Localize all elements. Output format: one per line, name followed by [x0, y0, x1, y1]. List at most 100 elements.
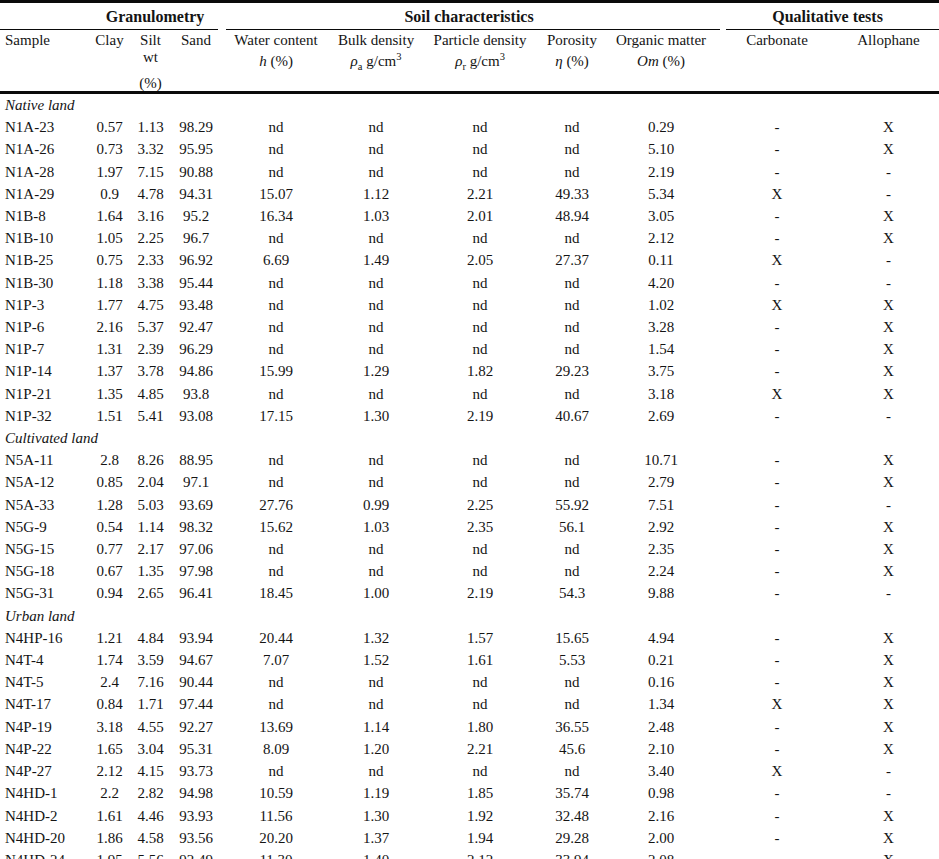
- value-cell: X: [838, 449, 939, 471]
- value-cell: 1.29: [330, 360, 422, 382]
- sample-id-cell: N5A-11: [0, 449, 88, 471]
- value-cell: 1.32: [330, 627, 422, 649]
- value-cell: 2.19: [422, 582, 538, 604]
- sample-id-cell: N4T-4: [0, 649, 88, 671]
- sample-id-cell: N1B-25: [0, 249, 88, 271]
- value-cell: 95.31: [170, 738, 222, 760]
- value-cell: nd: [222, 138, 330, 160]
- value-cell: 93.8: [170, 383, 222, 405]
- table-row: N4T-52.47.1690.44ndndndnd0.16-X: [0, 671, 939, 693]
- table-row: N5G-310.942.6596.4118.451.002.1954.39.88…: [0, 582, 939, 604]
- table-row: N1P-62.165.3792.47ndndndnd3.28-X: [0, 316, 939, 338]
- table-row: N1A-260.733.3295.95ndndndnd5.10-X: [0, 138, 939, 160]
- value-cell: 1.71: [131, 693, 170, 715]
- value-cell: 4.84: [131, 627, 170, 649]
- value-cell: -: [716, 849, 838, 859]
- value-cell: 1.85: [422, 782, 538, 804]
- value-cell: 29.28: [538, 827, 606, 849]
- value-cell: -: [716, 316, 838, 338]
- value-cell: -: [716, 494, 838, 516]
- value-cell: 2.82: [131, 782, 170, 804]
- value-cell: X: [838, 360, 939, 382]
- value-cell: 3.78: [131, 360, 170, 382]
- col-label: Clay: [88, 32, 131, 49]
- value-cell: 2.12: [88, 760, 131, 782]
- value-cell: 1.80: [422, 716, 538, 738]
- value-cell: 95.2: [170, 205, 222, 227]
- value-cell: nd: [422, 116, 538, 138]
- value-cell: 1.03: [330, 205, 422, 227]
- value-cell: 3.75: [606, 360, 716, 382]
- value-cell: nd: [330, 138, 422, 160]
- value-cell: nd: [222, 760, 330, 782]
- value-cell: nd: [330, 272, 422, 294]
- value-cell: nd: [422, 294, 538, 316]
- table-body: Native landN1A-230.571.1398.29ndndndnd0.…: [0, 93, 939, 859]
- table-row: N4HD-201.864.5893.5620.201.371.9429.282.…: [0, 827, 939, 849]
- value-cell: 4.55: [131, 716, 170, 738]
- col-header-organic-matter: Organic matter Om (%): [606, 30, 716, 93]
- value-cell: 13.69: [222, 716, 330, 738]
- value-cell: nd: [538, 138, 606, 160]
- value-cell: X: [838, 849, 939, 859]
- granulometry-rule: [0, 29, 218, 30]
- value-cell: 2.25: [422, 494, 538, 516]
- sample-id-cell: N1A-29: [0, 183, 88, 205]
- value-cell: 2.10: [606, 738, 716, 760]
- value-cell: nd: [330, 294, 422, 316]
- value-cell: nd: [422, 138, 538, 160]
- sample-id-cell: N1P-3: [0, 294, 88, 316]
- col-label: Carbonate: [716, 32, 838, 49]
- value-cell: 0.75: [88, 249, 131, 271]
- sample-id-cell: N5G-15: [0, 538, 88, 560]
- value-cell: 9.88: [606, 582, 716, 604]
- value-cell: 96.92: [170, 249, 222, 271]
- value-cell: nd: [538, 560, 606, 582]
- value-cell: 93.08: [170, 405, 222, 427]
- value-cell: X: [838, 805, 939, 827]
- value-cell: 0.84: [88, 693, 131, 715]
- value-cell: nd: [330, 449, 422, 471]
- sample-id-cell: N5G-9: [0, 516, 88, 538]
- sample-id-cell: N4HD-1: [0, 782, 88, 804]
- value-cell: 1.74: [88, 649, 131, 671]
- value-cell: nd: [422, 161, 538, 183]
- value-cell: X: [838, 294, 939, 316]
- value-cell: 2.01: [422, 205, 538, 227]
- value-cell: 4.75: [131, 294, 170, 316]
- col-label: Organic matter: [606, 32, 716, 49]
- value-cell: 96.29: [170, 338, 222, 360]
- value-cell: 94.31: [170, 183, 222, 205]
- value-cell: 5.03: [131, 494, 170, 516]
- sample-id-cell: N1P-6: [0, 316, 88, 338]
- table-row: N1P-321.515.4193.0817.151.302.1940.672.6…: [0, 405, 939, 427]
- value-cell: -: [838, 405, 939, 427]
- soil-characteristics-table: Granulometry Soil characteristics Qualit…: [0, 0, 939, 859]
- table-row: N1P-71.312.3996.29ndndndnd1.54-X: [0, 338, 939, 360]
- value-cell: 29.23: [538, 360, 606, 382]
- value-cell: X: [838, 538, 939, 560]
- value-cell: -: [716, 827, 838, 849]
- value-cell: 96.7: [170, 227, 222, 249]
- section-title: Urban land: [0, 605, 939, 627]
- value-cell: 3.16: [131, 205, 170, 227]
- value-cell: 0.73: [88, 138, 131, 160]
- table-row: N1P-31.774.7593.48ndndndnd1.02XX: [0, 294, 939, 316]
- value-cell: X: [838, 693, 939, 715]
- value-cell: nd: [538, 116, 606, 138]
- table-row: N1P-211.354.8593.8ndndndnd3.18XX: [0, 383, 939, 405]
- section-title: Cultivated land: [0, 427, 939, 449]
- value-cell: nd: [330, 227, 422, 249]
- value-cell: 0.11: [606, 249, 716, 271]
- value-cell: X: [716, 383, 838, 405]
- value-cell: -: [716, 538, 838, 560]
- sample-id-cell: N1A-28: [0, 161, 88, 183]
- value-cell: 0.67: [88, 560, 131, 582]
- value-cell: -: [716, 671, 838, 693]
- value-cell: nd: [538, 671, 606, 693]
- table-row: N1A-230.571.1398.29ndndndnd0.29-X: [0, 116, 939, 138]
- col-label: Porosity: [538, 32, 606, 49]
- value-cell: 1.30: [330, 405, 422, 427]
- col-header-water-content: Water content h (%): [222, 30, 330, 93]
- value-cell: 2.19: [606, 161, 716, 183]
